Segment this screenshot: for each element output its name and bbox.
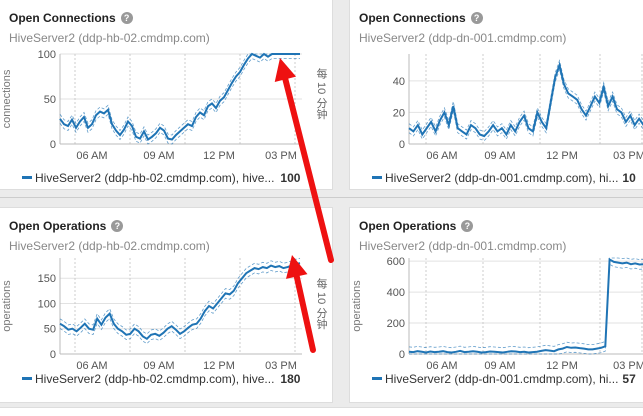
panel-row-separator: [0, 197, 643, 198]
x-tick-label: 06 AM: [426, 360, 457, 370]
y-tick-label: 0: [50, 349, 56, 361]
open-connections-panel-dn001: Open Connections? HiveServer2 (ddp-dn-00…: [349, 0, 643, 190]
x-tick-label: 09 AM: [484, 150, 515, 162]
operations-chart-dn001[interactable]: 0 200 400 600 06 AM 09 AM 12 PM 03 PM operations: [350, 250, 643, 370]
chart-legend[interactable]: HiveServer2 (ddp-hb-02.cmdmp.com), hive.…: [22, 372, 300, 386]
y-axis-label: operations: [351, 280, 363, 332]
y-tick-label: 200: [387, 318, 405, 330]
help-icon[interactable]: ?: [470, 12, 483, 24]
series-line: [408, 257, 643, 354]
x-tick-label: 12 PM: [203, 360, 235, 370]
y-tick-label: 50: [44, 324, 56, 336]
bottom-panel-edge: [0, 407, 643, 416]
chart-legend[interactable]: HiveServer2 (ddp-dn-001.cmdmp.com), hi..…: [372, 372, 636, 386]
connections-chart-dn001[interactable]: 0 20 40 06 AM 09 AM 12 PM 03 PM: [350, 42, 643, 162]
connections-chart-hb02[interactable]: 0 50 100 06 AM 09 AM 12 PM 03 PM connections: [0, 42, 333, 162]
help-icon[interactable]: ?: [111, 220, 124, 232]
chart-legend[interactable]: HiveServer2 (ddp-hb-02.cmdmp.com), hive.…: [22, 171, 300, 185]
x-tick-label: 03 PM: [613, 360, 643, 370]
series-line: [59, 262, 301, 341]
legend-value: 10: [622, 171, 636, 185]
y-axis-label: connections: [1, 69, 13, 128]
series-upper-band: [408, 59, 643, 133]
legend-label: HiveServer2 (ddp-dn-001.cmdmp.com), hi..…: [385, 171, 619, 185]
help-icon[interactable]: ?: [120, 12, 133, 24]
series-upper-band: [59, 257, 301, 335]
legend-label: HiveServer2 (ddp-dn-001.cmdmp.com), hi..…: [385, 372, 619, 386]
legend-swatch: [372, 377, 382, 380]
y-tick-label: 100: [38, 49, 56, 61]
y-axis-label: operations: [1, 280, 13, 332]
y-tick-label: 100: [38, 298, 56, 310]
x-tick-label: 12 PM: [546, 150, 578, 162]
y-tick-label: 0: [50, 139, 56, 151]
panel-title: Open Connections?: [9, 11, 133, 25]
series-line: [59, 52, 300, 141]
panel-title: Open Operations?: [359, 219, 474, 233]
x-tick-label: 06 AM: [76, 150, 107, 162]
series-lower-band: [59, 267, 301, 345]
y-tick-label: 50: [44, 94, 56, 106]
series-upper-band: [59, 53, 300, 136]
y-tick-label: 0: [399, 349, 405, 361]
legend-value: 180: [280, 372, 301, 386]
open-connections-panel-hb02: Open Connections? HiveServer2 (ddp-hb-02…: [0, 0, 333, 190]
y-tick-label: 600: [387, 256, 405, 268]
help-icon[interactable]: ?: [461, 220, 474, 232]
panel-title: Open Connections?: [359, 11, 483, 25]
legend-swatch: [372, 176, 382, 179]
chart-legend[interactable]: HiveServer2 (ddp-dn-001.cmdmp.com), hi..…: [372, 171, 636, 185]
x-tick-label: 06 AM: [426, 150, 457, 162]
open-operations-panel-dn001: Open Operations? HiveServer2 (ddp-dn-001…: [349, 207, 643, 403]
x-tick-label: 09 AM: [484, 360, 515, 370]
panel-title: Open Operations?: [9, 219, 124, 233]
x-tick-label: 09 AM: [143, 360, 174, 370]
x-tick-label: 12 PM: [203, 150, 235, 162]
x-tick-label: 09 AM: [143, 150, 174, 162]
legend-value: 100: [280, 171, 301, 185]
panel-subtitle: HiveServer2 (ddp-dn-001.cmdmp.com): [359, 239, 567, 253]
legend-swatch: [22, 377, 32, 380]
series-lower-band: [408, 68, 643, 142]
x-tick-label: 03 PM: [613, 150, 643, 162]
y-tick-label: 20: [393, 107, 405, 119]
y-tick-label: 40: [393, 76, 405, 88]
open-operations-panel-hb02: Open Operations? HiveServer2 (ddp-hb-02.…: [0, 207, 333, 403]
operations-chart-hb02[interactable]: 0 50 100 150 06 AM 09 AM 12 PM 03 PM operations: [0, 250, 333, 370]
legend-label: HiveServer2 (ddp-hb-02.cmdmp.com), hive.…: [35, 372, 275, 386]
y-tick-label: 400: [387, 287, 405, 299]
interval-label: 每 10 分钟: [315, 68, 327, 120]
y-tick-label: 150: [38, 273, 56, 285]
x-tick-label: 03 PM: [265, 150, 297, 162]
panel-subtitle: HiveServer2 (ddp-hb-02.cmdmp.com): [9, 31, 210, 45]
panel-subtitle: HiveServer2 (ddp-hb-02.cmdmp.com): [9, 239, 210, 253]
x-tick-label: 03 PM: [265, 360, 297, 370]
legend-value: 57: [622, 372, 636, 386]
x-tick-label: 12 PM: [546, 360, 578, 370]
series-upper-band: [408, 257, 643, 349]
x-tick-label: 06 AM: [76, 360, 107, 370]
y-tick-label: 0: [399, 139, 405, 151]
legend-label: HiveServer2 (ddp-hb-02.cmdmp.com), hive.…: [35, 171, 275, 185]
series-line: [408, 61, 643, 138]
panel-subtitle: HiveServer2 (ddp-dn-001.cmdmp.com): [359, 31, 567, 45]
interval-label: 每 10 分钟: [315, 278, 327, 330]
series-lower-band: [59, 57, 300, 145]
legend-swatch: [22, 176, 32, 179]
